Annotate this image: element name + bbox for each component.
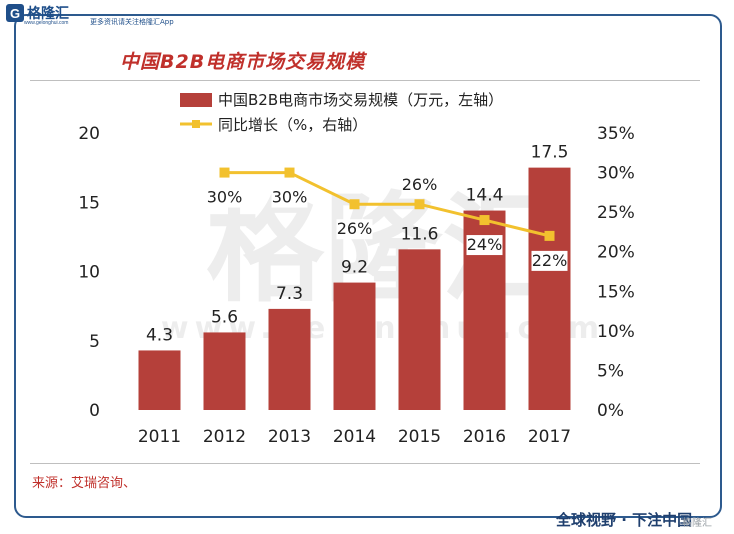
footer-slogan: 全球视野 · 下注中国 bbox=[556, 511, 693, 529]
bar-value-label: 5.6 bbox=[211, 307, 238, 327]
y-right-tick-label: 10% bbox=[597, 322, 635, 342]
y-right-tick-label: 25% bbox=[597, 203, 635, 223]
legend-line-label: 同比增长（%，右轴） bbox=[218, 116, 367, 134]
growth-label-bg bbox=[466, 235, 503, 256]
growth-point bbox=[414, 199, 425, 210]
growth-label-bg bbox=[401, 175, 438, 196]
x-tick-label: 2017 bbox=[528, 427, 571, 447]
brand-logo: G 格隆汇 bbox=[6, 2, 69, 24]
growth-label-bg bbox=[336, 219, 373, 240]
logo-mark-icon: G bbox=[6, 4, 24, 22]
growth-line bbox=[224, 171, 550, 238]
bar-value-label: 11.6 bbox=[401, 224, 439, 244]
brand-url: www.gelonghui.com bbox=[24, 20, 69, 26]
x-tick-label: 2013 bbox=[268, 427, 311, 447]
bar bbox=[398, 249, 441, 410]
legend-bar-label: 中国B2B电商市场交易规模（万元，左轴） bbox=[218, 91, 503, 109]
growth-value-label: 24% bbox=[467, 235, 503, 254]
y-left-tick-label: 15 bbox=[78, 193, 100, 213]
brand-name: 格隆汇 bbox=[27, 6, 69, 22]
y-right-tick-label: 5% bbox=[597, 361, 624, 381]
y-right-tick-label: 15% bbox=[597, 282, 635, 302]
y-left-tick-label: 5 bbox=[89, 332, 100, 352]
bar bbox=[138, 350, 181, 410]
y-left-tick-label: 10 bbox=[78, 263, 100, 283]
y-right-tick-label: 20% bbox=[597, 243, 635, 263]
bar-value-label: 9.2 bbox=[341, 258, 368, 278]
growth-label-bg bbox=[206, 187, 243, 208]
y-right-tick-label: 0% bbox=[597, 401, 624, 421]
y-right-tick-label: 35% bbox=[597, 124, 635, 144]
bar bbox=[203, 332, 246, 410]
legend-bar-swatch bbox=[180, 93, 212, 107]
growth-label-bg bbox=[271, 187, 308, 208]
growth-value-label: 22% bbox=[532, 251, 568, 270]
corner-watermark: 格隆汇 bbox=[682, 518, 712, 529]
growth-point bbox=[284, 167, 295, 178]
growth-point bbox=[349, 199, 360, 210]
title-divider bbox=[30, 80, 700, 81]
brand-slogan: 更多资讯请关注格隆汇App bbox=[90, 18, 174, 26]
growth-point bbox=[479, 215, 490, 226]
y-left-tick-label: 20 bbox=[78, 124, 100, 144]
x-tick-label: 2011 bbox=[138, 427, 181, 447]
source-divider bbox=[30, 463, 700, 464]
source-note: 来源：艾瑞咨询、 bbox=[32, 476, 137, 491]
growth-value-label: 30% bbox=[207, 188, 243, 207]
growth-label-bg bbox=[531, 250, 568, 271]
growth-point bbox=[219, 167, 230, 178]
watermark-main: 格隆汇 bbox=[206, 180, 560, 318]
bar-value-label: 14.4 bbox=[466, 186, 504, 206]
x-tick-label: 2012 bbox=[203, 427, 246, 447]
y-right-tick-label: 30% bbox=[597, 164, 635, 184]
growth-value-label: 26% bbox=[337, 219, 373, 238]
bar bbox=[268, 308, 311, 410]
chart-title: 中国B2B电商市场交易规模 bbox=[120, 51, 366, 73]
x-tick-label: 2014 bbox=[333, 427, 376, 447]
bar-value-label: 17.5 bbox=[531, 143, 569, 163]
x-tick-label: 2016 bbox=[463, 427, 506, 447]
bar bbox=[528, 167, 571, 410]
bar-value-label: 4.3 bbox=[146, 325, 173, 345]
bar bbox=[333, 282, 376, 410]
x-tick-label: 2015 bbox=[398, 427, 441, 447]
y-left-tick-label: 0 bbox=[89, 401, 100, 421]
legend-line-marker bbox=[192, 120, 200, 128]
chart-frame bbox=[14, 14, 722, 518]
bar-value-label: 7.3 bbox=[276, 284, 303, 304]
growth-value-label: 26% bbox=[402, 175, 438, 194]
growth-point bbox=[544, 230, 555, 241]
growth-value-label: 30% bbox=[272, 188, 308, 207]
